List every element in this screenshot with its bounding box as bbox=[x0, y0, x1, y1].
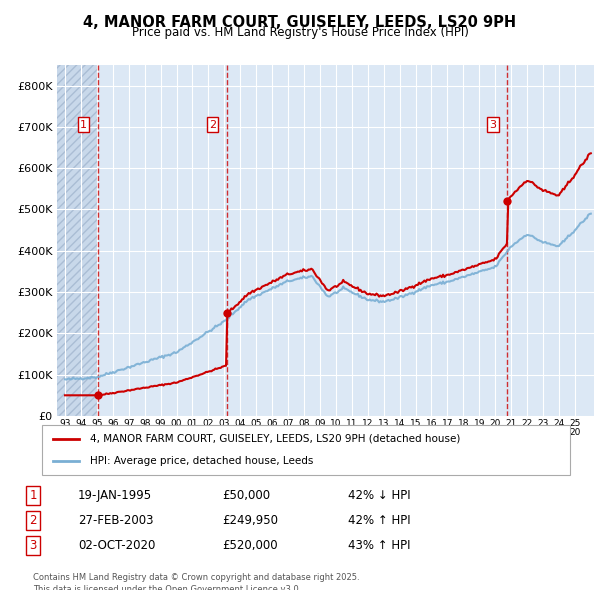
Text: 02-OCT-2020: 02-OCT-2020 bbox=[78, 539, 155, 552]
Text: 19-JAN-1995: 19-JAN-1995 bbox=[78, 489, 152, 502]
Text: 27-FEB-2003: 27-FEB-2003 bbox=[78, 514, 154, 527]
Text: 4, MANOR FARM COURT, GUISELEY, LEEDS, LS20 9PH: 4, MANOR FARM COURT, GUISELEY, LEEDS, LS… bbox=[83, 15, 517, 30]
Text: 2: 2 bbox=[209, 120, 216, 130]
Text: 42% ↑ HPI: 42% ↑ HPI bbox=[348, 514, 410, 527]
Text: 1: 1 bbox=[80, 120, 87, 130]
Text: Contains HM Land Registry data © Crown copyright and database right 2025.
This d: Contains HM Land Registry data © Crown c… bbox=[33, 573, 359, 590]
Text: 3: 3 bbox=[490, 120, 496, 130]
Text: 2: 2 bbox=[29, 514, 37, 527]
FancyBboxPatch shape bbox=[42, 425, 570, 475]
Text: 4, MANOR FARM COURT, GUISELEY, LEEDS, LS20 9PH (detached house): 4, MANOR FARM COURT, GUISELEY, LEEDS, LS… bbox=[89, 434, 460, 444]
Text: Price paid vs. HM Land Registry's House Price Index (HPI): Price paid vs. HM Land Registry's House … bbox=[131, 26, 469, 39]
Text: 3: 3 bbox=[29, 539, 37, 552]
Text: £50,000: £50,000 bbox=[222, 489, 270, 502]
Text: 42% ↓ HPI: 42% ↓ HPI bbox=[348, 489, 410, 502]
Text: HPI: Average price, detached house, Leeds: HPI: Average price, detached house, Leed… bbox=[89, 456, 313, 466]
Text: 43% ↑ HPI: 43% ↑ HPI bbox=[348, 539, 410, 552]
Text: 1: 1 bbox=[29, 489, 37, 502]
Text: £520,000: £520,000 bbox=[222, 539, 278, 552]
Text: £249,950: £249,950 bbox=[222, 514, 278, 527]
